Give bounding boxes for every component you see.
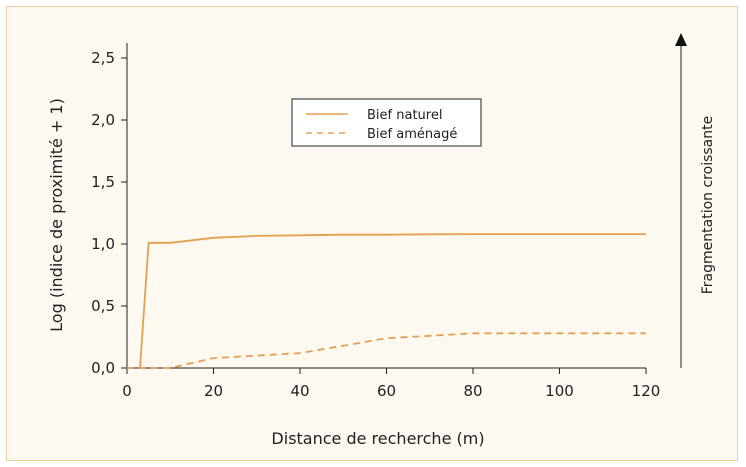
legend-box	[291, 98, 482, 147]
x-tick-label: 60	[377, 382, 396, 400]
legend-label-bief-naturel: Bief naturel	[367, 108, 442, 123]
y-tick-label: 2,5	[91, 49, 115, 67]
y-tick-label: 1,0	[91, 235, 115, 253]
series-line-bief-amenage	[127, 332, 646, 369]
y-tick-label: 2,0	[91, 111, 115, 129]
tick-marks: 0 20 40 60 80 100 120 0,0 0,5 1,0 1,5 2,0 2,5	[91, 49, 660, 400]
y-tick-label: 0,0	[91, 359, 115, 377]
x-tick-label: 40	[290, 382, 309, 400]
arrow-head-icon	[675, 33, 687, 46]
x-tick-label: 120	[632, 382, 661, 400]
y-tick-label: 1,5	[91, 173, 115, 191]
x-axis-label: Distance de recherche (m)	[271, 429, 484, 448]
legend-label-bief-amenage: Bief aménagé	[367, 127, 457, 142]
x-tick-label: 100	[545, 382, 574, 400]
series-line-bief-naturel	[139, 233, 646, 369]
y-axis-label: Log (indice de proximité + 1)	[47, 98, 66, 332]
fragmentation-arrow	[675, 33, 687, 368]
series-lines	[127, 233, 646, 369]
x-tick-label: 0	[122, 382, 132, 400]
y-tick-label: 0,5	[91, 297, 115, 315]
axes	[126, 43, 646, 369]
fragmentation-label: Fragmentation croissante	[700, 116, 716, 294]
legend: Bief naturel Bief aménagé	[291, 98, 482, 147]
x-tick-label: 80	[463, 382, 482, 400]
x-tick-label: 20	[204, 382, 223, 400]
